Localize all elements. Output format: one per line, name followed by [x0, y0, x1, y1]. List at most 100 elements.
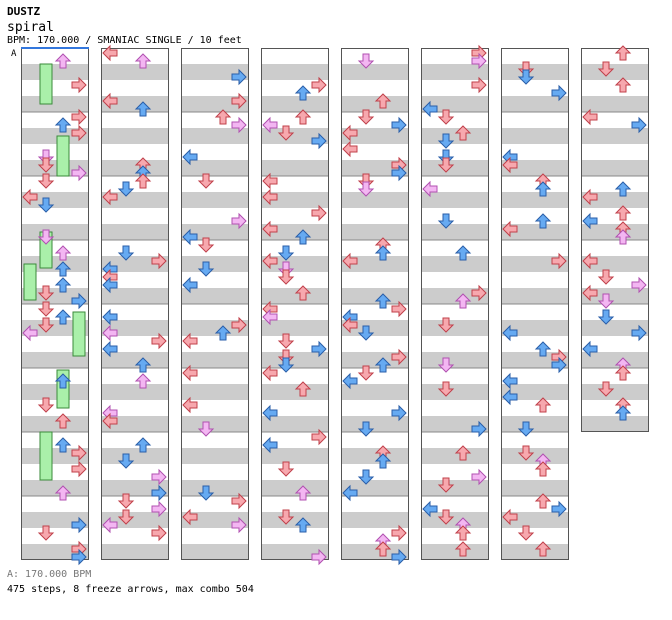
beat-stripe	[21, 64, 89, 80]
left-arrow-icon	[182, 228, 198, 246]
up-arrow-icon	[374, 541, 392, 557]
up-arrow-icon	[534, 461, 552, 477]
up-arrow-icon	[454, 445, 472, 461]
right-arrow-icon	[71, 292, 87, 310]
right-arrow-icon	[391, 548, 407, 566]
beat-stripe	[341, 288, 409, 304]
beat-stripe	[261, 352, 329, 368]
up-arrow-icon	[454, 125, 472, 141]
beat-stripe	[581, 352, 649, 368]
left-arrow-icon	[502, 220, 518, 238]
left-arrow-icon	[262, 308, 278, 326]
right-arrow-icon	[551, 84, 567, 102]
beat-stripe	[501, 96, 569, 112]
up-arrow-icon	[454, 525, 472, 541]
right-arrow-icon	[231, 68, 247, 86]
up-arrow-icon	[534, 493, 552, 509]
left-arrow-icon	[582, 188, 598, 206]
beat-stripe	[581, 96, 649, 112]
left-arrow-icon	[422, 180, 438, 198]
column-border	[101, 48, 169, 560]
beat-stripe	[21, 384, 89, 400]
down-arrow-icon	[117, 493, 135, 509]
right-arrow-icon	[151, 468, 167, 486]
beat-stripe	[421, 512, 489, 528]
up-arrow-icon	[54, 413, 72, 429]
beat-stripe	[421, 480, 489, 496]
up-arrow-icon	[614, 181, 632, 197]
beat-stripe	[21, 480, 89, 496]
down-arrow-icon	[437, 109, 455, 125]
left-arrow-icon	[582, 108, 598, 126]
left-arrow-icon	[342, 484, 358, 502]
down-arrow-icon	[517, 445, 535, 461]
down-arrow-icon	[597, 269, 615, 285]
right-arrow-icon	[151, 524, 167, 542]
beat-stripe	[261, 96, 329, 112]
down-arrow-icon	[277, 333, 295, 349]
chart-column	[21, 47, 89, 566]
up-arrow-icon	[454, 541, 472, 557]
up-arrow-icon	[134, 101, 152, 117]
up-arrow-icon	[134, 437, 152, 453]
beat-stripe	[21, 256, 89, 272]
column-border	[581, 48, 649, 432]
up-arrow-icon	[614, 365, 632, 381]
beat-stripe	[501, 64, 569, 80]
up-arrow-icon	[134, 373, 152, 389]
beat-stripe	[341, 256, 409, 272]
up-arrow-icon	[534, 181, 552, 197]
beat-stripe	[341, 64, 409, 80]
right-arrow-icon	[231, 516, 247, 534]
beat-stripe	[261, 320, 329, 336]
right-arrow-icon	[71, 124, 87, 142]
up-arrow-icon	[534, 397, 552, 413]
down-arrow-icon	[277, 509, 295, 525]
right-arrow-icon	[311, 132, 327, 150]
left-arrow-icon	[102, 276, 118, 294]
left-arrow-icon	[102, 188, 118, 206]
right-arrow-icon	[391, 524, 407, 542]
beat-stripe	[261, 160, 329, 176]
left-arrow-icon	[582, 284, 598, 302]
beat-stripe	[501, 160, 569, 176]
down-arrow-icon	[437, 357, 455, 373]
down-arrow-icon	[37, 285, 55, 301]
artist-name: DUSTZ	[7, 5, 41, 18]
right-arrow-icon	[471, 420, 487, 438]
beat-stripe	[581, 288, 649, 304]
down-arrow-icon	[357, 325, 375, 341]
beat-stripe	[261, 224, 329, 240]
right-arrow-icon	[311, 204, 327, 222]
beat-stripe	[261, 384, 329, 400]
right-arrow-icon	[151, 332, 167, 350]
up-arrow-icon	[54, 117, 72, 133]
chart-column	[341, 48, 409, 566]
left-arrow-icon	[502, 508, 518, 526]
beat-stripe	[501, 448, 569, 464]
beat-stripe	[101, 160, 169, 176]
left-arrow-icon	[182, 508, 198, 526]
beat-stripe	[181, 384, 249, 400]
up-arrow-icon	[534, 341, 552, 357]
down-arrow-icon	[37, 197, 55, 213]
up-arrow-icon	[534, 541, 552, 557]
beat-stripe	[421, 128, 489, 144]
up-arrow-icon	[614, 405, 632, 421]
right-arrow-icon	[471, 468, 487, 486]
beat-stripe	[501, 544, 569, 560]
right-arrow-icon	[391, 404, 407, 422]
beat-stripe	[421, 256, 489, 272]
left-arrow-icon	[102, 340, 118, 358]
down-arrow-icon	[197, 421, 215, 437]
beat-stripe	[341, 128, 409, 144]
beat-stripe	[341, 320, 409, 336]
right-arrow-icon	[71, 444, 87, 462]
beat-stripe	[181, 256, 249, 272]
right-arrow-icon	[311, 548, 327, 566]
down-arrow-icon	[357, 109, 375, 125]
beat-stripe	[581, 384, 649, 400]
right-arrow-icon	[551, 252, 567, 270]
beat-stripe	[421, 96, 489, 112]
right-arrow-icon	[231, 92, 247, 110]
